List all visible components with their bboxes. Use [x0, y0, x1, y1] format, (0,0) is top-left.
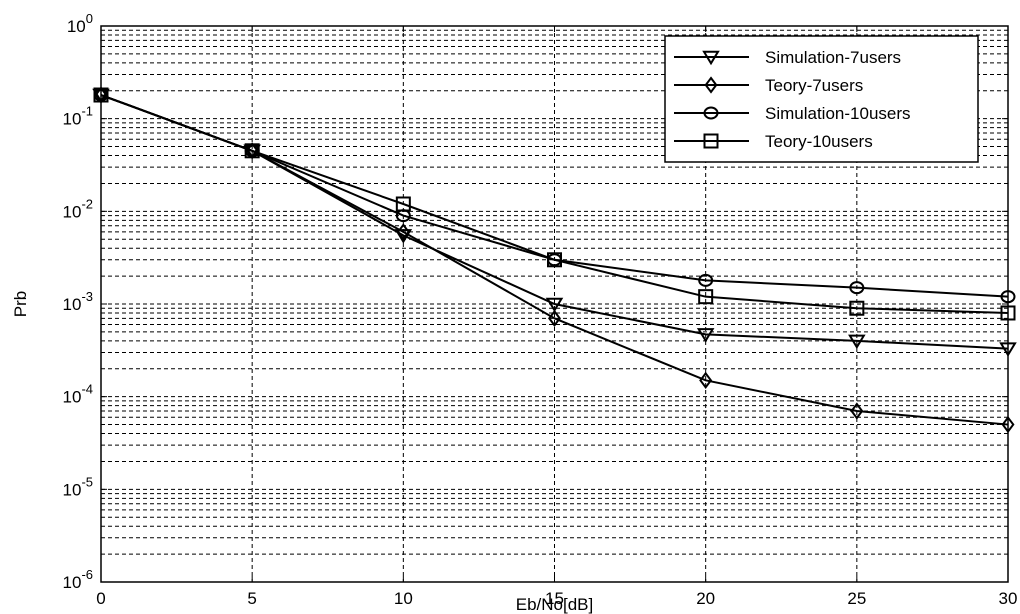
- data-point: [545, 297, 564, 313]
- legend: Simulation-7users Teory-7users Simulation-…: [664, 35, 979, 163]
- data-point: [1000, 305, 1016, 321]
- series-teory-10users: [93, 87, 1016, 321]
- legend-label: Simulation-10users: [765, 104, 911, 123]
- series-line: [100, 94, 1009, 314]
- legend-swatch-marker: [703, 106, 719, 120]
- legend-item: Teory-7users: [674, 76, 863, 95]
- legend-swatch-marker: [704, 76, 718, 94]
- data-point: [93, 87, 109, 103]
- y-tick-exponent: -2: [81, 196, 93, 211]
- data-point: [698, 273, 714, 287]
- y-tick-base: 10: [63, 480, 82, 499]
- data-point: [547, 252, 562, 268]
- x-tick-label: 10: [394, 589, 413, 608]
- x-tick-label: 0: [96, 589, 105, 608]
- x-tick-label: 25: [847, 589, 866, 608]
- legend-label: Teory-7users: [765, 76, 863, 95]
- x-tick-label: 5: [247, 589, 256, 608]
- data-point: [696, 328, 715, 343]
- y-tick-exponent: -1: [81, 104, 93, 119]
- data-point: [1000, 290, 1016, 304]
- legend-label: Teory-10users: [765, 132, 873, 151]
- series-layer: [92, 86, 1017, 434]
- y-tick-label: 10-6: [63, 567, 93, 592]
- y-tick-exponent: 0: [86, 11, 93, 26]
- y-axis-label: Prb: [11, 291, 30, 317]
- legend-swatch-marker: [703, 133, 719, 149]
- data-point: [849, 281, 865, 295]
- x-tick-label: 30: [999, 589, 1018, 608]
- data-point: [1001, 415, 1015, 434]
- y-tick-exponent: -6: [81, 567, 93, 582]
- data-point: [244, 143, 260, 159]
- y-tick-base: 10: [63, 388, 82, 407]
- y-tick-exponent: -3: [81, 289, 93, 304]
- y-tick-base: 10: [63, 295, 82, 314]
- x-tick-label: 20: [696, 589, 715, 608]
- data-point: [396, 223, 410, 241]
- y-tick-label: 10-5: [63, 474, 93, 499]
- y-tick-base: 10: [63, 573, 82, 592]
- data-point: [848, 334, 866, 350]
- legend-item: Teory-10users: [674, 132, 873, 151]
- data-point: [699, 371, 713, 390]
- y-tick-base: 10: [67, 17, 86, 36]
- legend-swatch-marker: [702, 50, 720, 66]
- y-tick-base: 10: [63, 110, 82, 129]
- data-point: [849, 300, 865, 316]
- data-point: [548, 309, 561, 328]
- legend-item: Simulation-7users: [674, 48, 901, 67]
- data-point: [999, 342, 1017, 357]
- y-tick-exponent: -5: [81, 474, 93, 489]
- y-tick-label: 10-1: [63, 104, 93, 129]
- data-point: [850, 402, 864, 420]
- y-tick-label: 10-3: [63, 289, 93, 314]
- x-tick-label: 15: [545, 589, 564, 608]
- x-axis-label: Eb/No[dB]: [516, 595, 594, 614]
- y-tick-label: 100: [67, 11, 93, 36]
- y-tick-exponent: -4: [81, 382, 93, 397]
- legend-label: Simulation-7users: [765, 48, 901, 67]
- data-point: [395, 196, 411, 212]
- data-point: [698, 289, 714, 305]
- y-tick-label: 10-4: [63, 382, 93, 407]
- y-tick-label: 10-2: [63, 196, 93, 221]
- legend-item: Simulation-10users: [674, 104, 911, 123]
- data-point: [394, 229, 413, 244]
- y-tick-base: 10: [63, 202, 82, 221]
- x-axis-ticks: 0 5 10 15 20 25 30: [96, 26, 1017, 608]
